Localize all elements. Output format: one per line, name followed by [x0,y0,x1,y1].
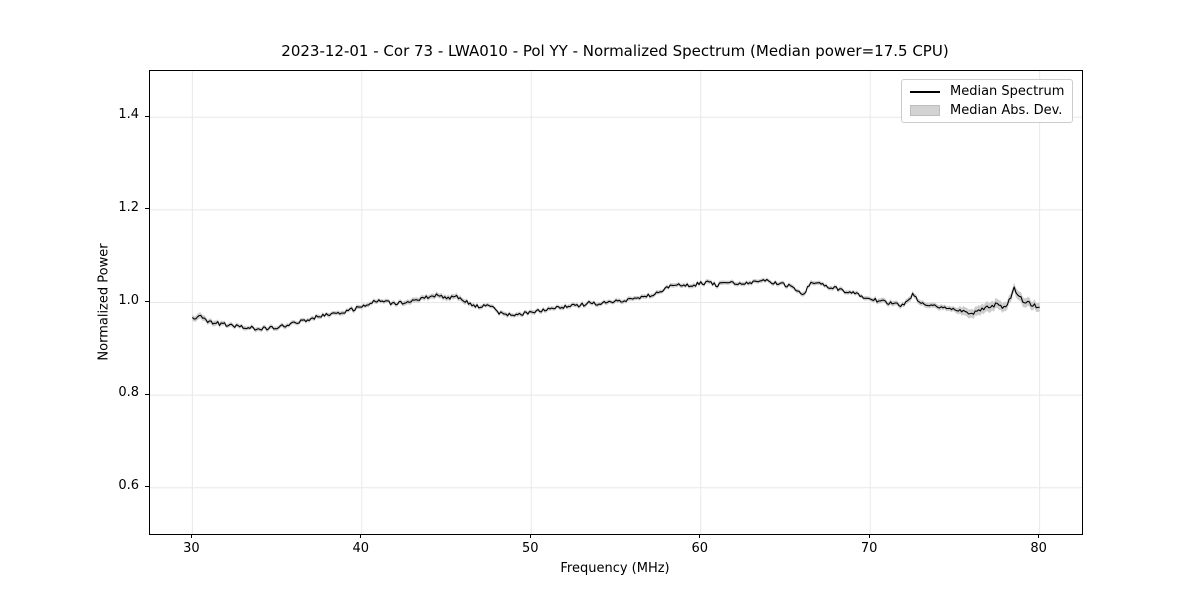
y-tick [145,208,149,210]
x-axis-label: Frequency (MHz) [560,561,670,576]
median-abs-dev-patch-swatch [910,105,940,116]
chart-title: 2023-12-01 - Cor 73 - LWA010 - Pol YY - … [281,42,949,60]
y-tick-label: 1.2 [118,199,139,215]
median-abs-dev-band [192,277,1040,333]
y-tick [145,486,149,488]
x-tick [1038,534,1040,538]
x-tick [868,534,870,538]
median-spectrum-line-swatch [910,90,940,93]
x-tick [360,534,362,538]
x-tick [190,534,192,538]
legend-item-median-abs-dev: Median Abs. Dev. [910,101,1064,120]
y-tick-label: 0.6 [118,477,139,493]
x-tick-label: 30 [183,541,200,556]
y-tick-label: 1.4 [118,107,139,123]
legend-item-median-spectrum: Median Spectrum [910,82,1064,101]
y-tick [145,115,149,117]
y-tick [145,393,149,395]
x-tick-label: 60 [691,541,708,556]
x-tick-label: 40 [352,541,370,556]
x-tick [529,534,531,538]
plot-area [149,70,1083,535]
legend-label: Median Spectrum [950,84,1065,99]
legend: Median Spectrum Median Abs. Dev. [901,79,1073,123]
y-tick-label: 0.8 [118,385,139,401]
x-tick-label: 80 [1030,541,1047,556]
y-tick-label: 1.0 [118,292,139,308]
median-spectrum-line [191,278,1040,331]
legend-label: Median Abs. Dev. [950,103,1063,118]
x-tick [699,534,701,538]
y-tick [145,301,149,302]
spectrum-plot-canvas [150,71,1082,534]
x-tick-label: 50 [521,541,539,556]
x-tick-label: 70 [860,541,878,556]
